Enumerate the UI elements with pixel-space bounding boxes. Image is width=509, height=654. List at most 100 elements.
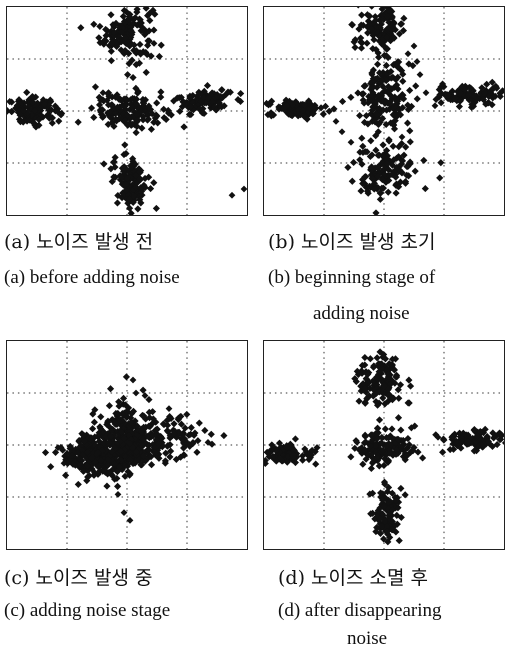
- data-point: [375, 54, 382, 61]
- caption-ko-a: (a) 노이즈 발생 전: [4, 227, 153, 257]
- scatter-plot-d: [263, 340, 505, 550]
- data-point: [292, 435, 299, 442]
- data-point: [23, 89, 30, 96]
- data-point: [406, 87, 413, 94]
- data-point: [355, 7, 362, 8]
- data-point: [106, 402, 113, 409]
- data-point: [136, 41, 143, 48]
- data-point: [96, 23, 103, 30]
- data-point: [385, 189, 392, 196]
- data-point: [347, 453, 354, 460]
- data-point: [320, 111, 327, 118]
- caption-en-d-line1: (d) after disappearing: [278, 596, 442, 626]
- data-point: [103, 483, 110, 490]
- data-point: [412, 168, 419, 175]
- data-point: [390, 143, 397, 150]
- data-point: [361, 354, 368, 361]
- data-point: [347, 94, 354, 101]
- data-point: [127, 517, 134, 524]
- data-point: [75, 119, 82, 126]
- data-point: [399, 78, 406, 85]
- data-point: [367, 355, 374, 362]
- data-point: [150, 179, 157, 186]
- data-point: [196, 419, 203, 426]
- data-point: [47, 463, 54, 470]
- data-point: [121, 141, 128, 148]
- data-point: [348, 139, 355, 146]
- data-point: [406, 127, 413, 134]
- scatter-svg-c: [7, 341, 247, 549]
- data-point: [180, 123, 187, 130]
- data-point: [374, 354, 381, 361]
- data-point: [147, 185, 154, 192]
- data-point: [405, 377, 412, 384]
- data-point: [90, 114, 97, 121]
- data-point: [422, 185, 429, 192]
- data-point: [344, 164, 351, 171]
- data-point: [229, 192, 236, 199]
- data-point: [97, 413, 104, 420]
- data-point: [148, 126, 155, 133]
- data-point: [350, 159, 357, 166]
- data-point: [355, 398, 362, 405]
- scatter-svg-a: [7, 7, 247, 215]
- data-point: [380, 141, 387, 148]
- data-point: [134, 205, 141, 212]
- data-point: [333, 118, 340, 125]
- data-point: [412, 82, 419, 89]
- data-point: [90, 21, 97, 28]
- caption-ko-b: (b) 노이즈 발생 초기: [268, 227, 435, 257]
- data-point: [218, 86, 225, 93]
- data-point: [439, 449, 446, 456]
- data-point: [299, 457, 306, 464]
- data-point: [393, 190, 400, 197]
- data-point: [349, 21, 356, 28]
- data-point: [237, 90, 244, 97]
- caption-ko-c: (c) 노이즈 발생 중: [4, 563, 152, 593]
- data-point: [121, 509, 128, 516]
- caption-en-b-line2: adding noise: [313, 299, 410, 329]
- data-point: [358, 11, 365, 18]
- data-point: [153, 205, 160, 212]
- data-point: [339, 128, 346, 135]
- data-point: [108, 48, 115, 55]
- data-point: [357, 187, 364, 194]
- data-point: [157, 94, 164, 101]
- data-point: [75, 481, 82, 488]
- data-point: [55, 118, 62, 125]
- data-point: [42, 449, 49, 456]
- data-point: [367, 137, 374, 144]
- data-point: [153, 99, 160, 106]
- data-point: [133, 390, 140, 397]
- data-point: [114, 199, 121, 206]
- data-point: [143, 69, 150, 76]
- data-point: [411, 43, 418, 50]
- data-point: [204, 82, 211, 89]
- data-point: [108, 57, 115, 64]
- data-point: [201, 427, 208, 434]
- data-point: [89, 425, 96, 432]
- data-point: [356, 112, 363, 119]
- data-point: [158, 42, 165, 49]
- caption-en-c: (c) adding noise stage: [4, 596, 170, 626]
- data-point: [368, 7, 375, 10]
- data-point: [241, 186, 247, 193]
- data-point: [107, 11, 114, 18]
- caption-en-b-line1: (b) beginning stage of: [268, 263, 435, 293]
- scatter-plot-c: [6, 340, 248, 550]
- data-point: [150, 27, 157, 34]
- caption-en-d-line2: noise: [347, 624, 387, 654]
- data-point: [156, 53, 163, 60]
- data-point: [404, 120, 411, 127]
- data-point: [114, 483, 121, 490]
- data-point: [349, 178, 356, 185]
- data-point: [133, 129, 140, 136]
- data-point: [312, 461, 319, 468]
- data-point: [351, 44, 358, 51]
- data-point: [407, 383, 414, 390]
- data-point: [417, 71, 424, 78]
- data-point: [115, 491, 122, 498]
- data-point: [372, 209, 379, 215]
- data-point: [382, 425, 389, 432]
- data-point: [397, 21, 404, 28]
